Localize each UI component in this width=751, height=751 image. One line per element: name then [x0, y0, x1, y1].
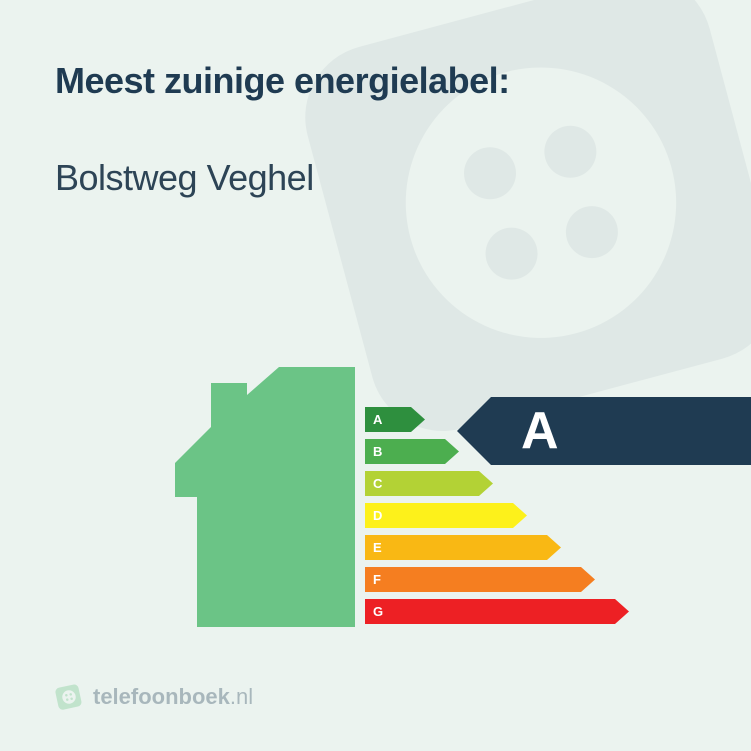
footer-brand-light: .nl: [230, 684, 253, 709]
phonebook-icon: [55, 683, 83, 711]
energy-bar-e: E: [365, 535, 685, 560]
bar-label: A: [373, 407, 382, 432]
bar-label: B: [373, 439, 382, 464]
energy-label-chart: ABCDEFG A: [175, 362, 751, 627]
energy-bar-f: F: [365, 567, 685, 592]
result-letter: A: [491, 397, 751, 465]
house-icon: [175, 367, 355, 627]
location-name: Bolstweg Veghel: [55, 157, 696, 199]
bar-label: F: [373, 567, 381, 592]
footer-text: telefoonboek.nl: [93, 684, 253, 710]
bar-label: G: [373, 599, 383, 624]
footer-brand-bold: telefoonboek: [93, 684, 230, 709]
bar-label: D: [373, 503, 382, 528]
result-badge: A: [491, 397, 751, 465]
energy-bar-c: C: [365, 471, 685, 496]
content-area: Meest zuinige energielabel: Bolstweg Veg…: [0, 0, 751, 199]
page-title: Meest zuinige energielabel:: [55, 60, 696, 102]
bar-label: E: [373, 535, 382, 560]
footer-brand: telefoonboek.nl: [55, 683, 253, 711]
energy-bar-d: D: [365, 503, 685, 528]
energy-bar-g: G: [365, 599, 685, 624]
bar-label: C: [373, 471, 382, 496]
